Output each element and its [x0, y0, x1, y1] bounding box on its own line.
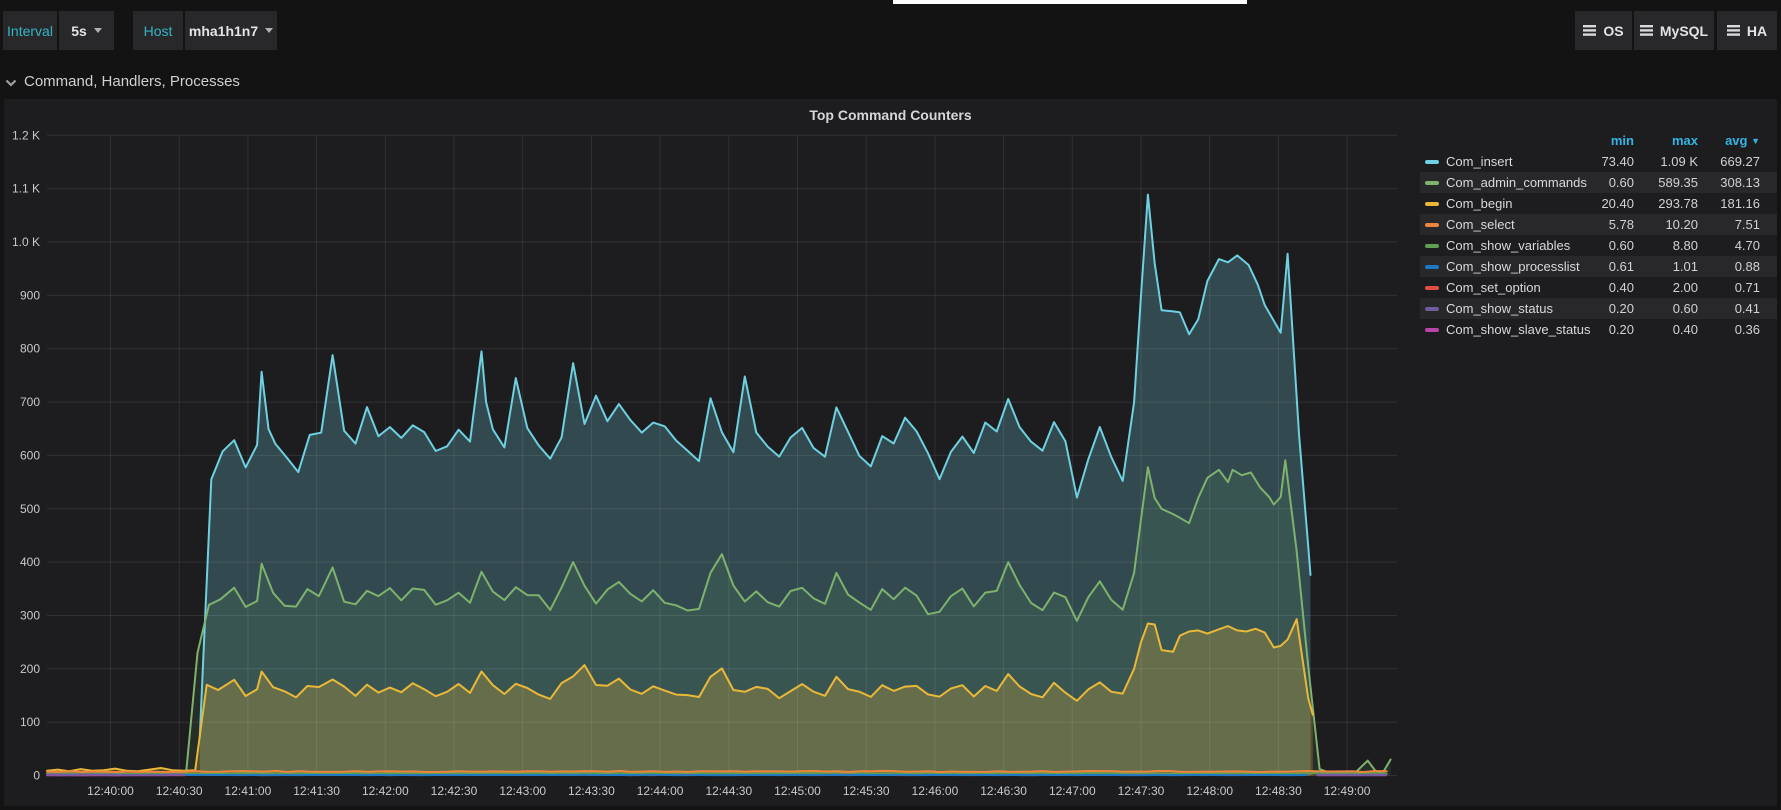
- svg-text:800: 800: [20, 342, 40, 356]
- svg-text:12:42:00: 12:42:00: [362, 784, 409, 798]
- svg-text:12:49:00: 12:49:00: [1324, 784, 1371, 798]
- svg-text:12:45:00: 12:45:00: [774, 784, 821, 798]
- svg-text:900: 900: [20, 288, 40, 302]
- svg-text:400: 400: [20, 555, 40, 569]
- svg-text:12:42:30: 12:42:30: [431, 784, 478, 798]
- svg-text:12:47:30: 12:47:30: [1118, 784, 1165, 798]
- svg-text:12:47:00: 12:47:00: [1049, 784, 1096, 798]
- svg-text:1.0 K: 1.0 K: [12, 235, 40, 249]
- svg-text:12:46:00: 12:46:00: [912, 784, 959, 798]
- svg-text:12:48:30: 12:48:30: [1255, 784, 1302, 798]
- svg-text:700: 700: [20, 395, 40, 409]
- svg-text:12:43:30: 12:43:30: [568, 784, 615, 798]
- svg-text:1.1 K: 1.1 K: [12, 182, 40, 196]
- svg-text:12:40:00: 12:40:00: [87, 784, 134, 798]
- svg-text:500: 500: [20, 502, 40, 516]
- svg-text:12:41:30: 12:41:30: [293, 784, 340, 798]
- svg-text:12:43:00: 12:43:00: [499, 784, 546, 798]
- svg-text:12:44:00: 12:44:00: [637, 784, 684, 798]
- svg-text:300: 300: [20, 609, 40, 623]
- svg-text:12:44:30: 12:44:30: [705, 784, 752, 798]
- svg-text:12:45:30: 12:45:30: [843, 784, 890, 798]
- svg-text:12:48:00: 12:48:00: [1186, 784, 1233, 798]
- svg-text:12:41:00: 12:41:00: [225, 784, 272, 798]
- svg-text:12:40:30: 12:40:30: [156, 784, 203, 798]
- svg-text:1.2 K: 1.2 K: [12, 128, 40, 142]
- svg-text:200: 200: [20, 662, 40, 676]
- svg-text:12:46:30: 12:46:30: [980, 784, 1027, 798]
- svg-text:600: 600: [20, 448, 40, 462]
- svg-text:100: 100: [20, 715, 40, 729]
- svg-text:0: 0: [33, 769, 40, 783]
